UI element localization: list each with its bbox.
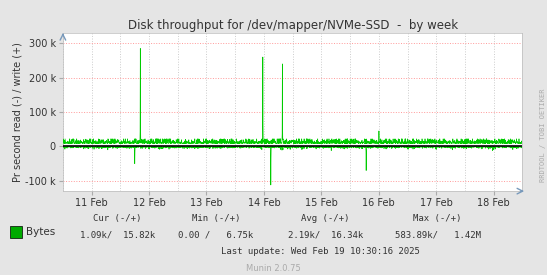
Text: 1.09k/  15.82k: 1.09k/ 15.82k	[80, 231, 155, 240]
Text: 583.89k/   1.42M: 583.89k/ 1.42M	[394, 231, 481, 240]
Y-axis label: Pr second read (-) / write (+): Pr second read (-) / write (+)	[13, 42, 22, 182]
Text: 0.00 /   6.75k: 0.00 / 6.75k	[178, 231, 254, 240]
Text: Bytes: Bytes	[26, 227, 55, 237]
Text: Max (-/+): Max (-/+)	[414, 214, 462, 223]
Text: Avg (-/+): Avg (-/+)	[301, 214, 350, 223]
Text: Min (-/+): Min (-/+)	[192, 214, 240, 223]
Text: Cur (-/+): Cur (-/+)	[94, 214, 142, 223]
Text: RRDTOOL / TOBI OETIKER: RRDTOOL / TOBI OETIKER	[540, 88, 546, 182]
Title: Disk throughput for /dev/mapper/NVMe-SSD  -  by week: Disk throughput for /dev/mapper/NVMe-SSD…	[127, 19, 458, 32]
Text: Last update: Wed Feb 19 10:30:16 2025: Last update: Wed Feb 19 10:30:16 2025	[220, 248, 420, 256]
Text: Munin 2.0.75: Munin 2.0.75	[246, 264, 301, 273]
Text: 2.19k/  16.34k: 2.19k/ 16.34k	[288, 231, 363, 240]
